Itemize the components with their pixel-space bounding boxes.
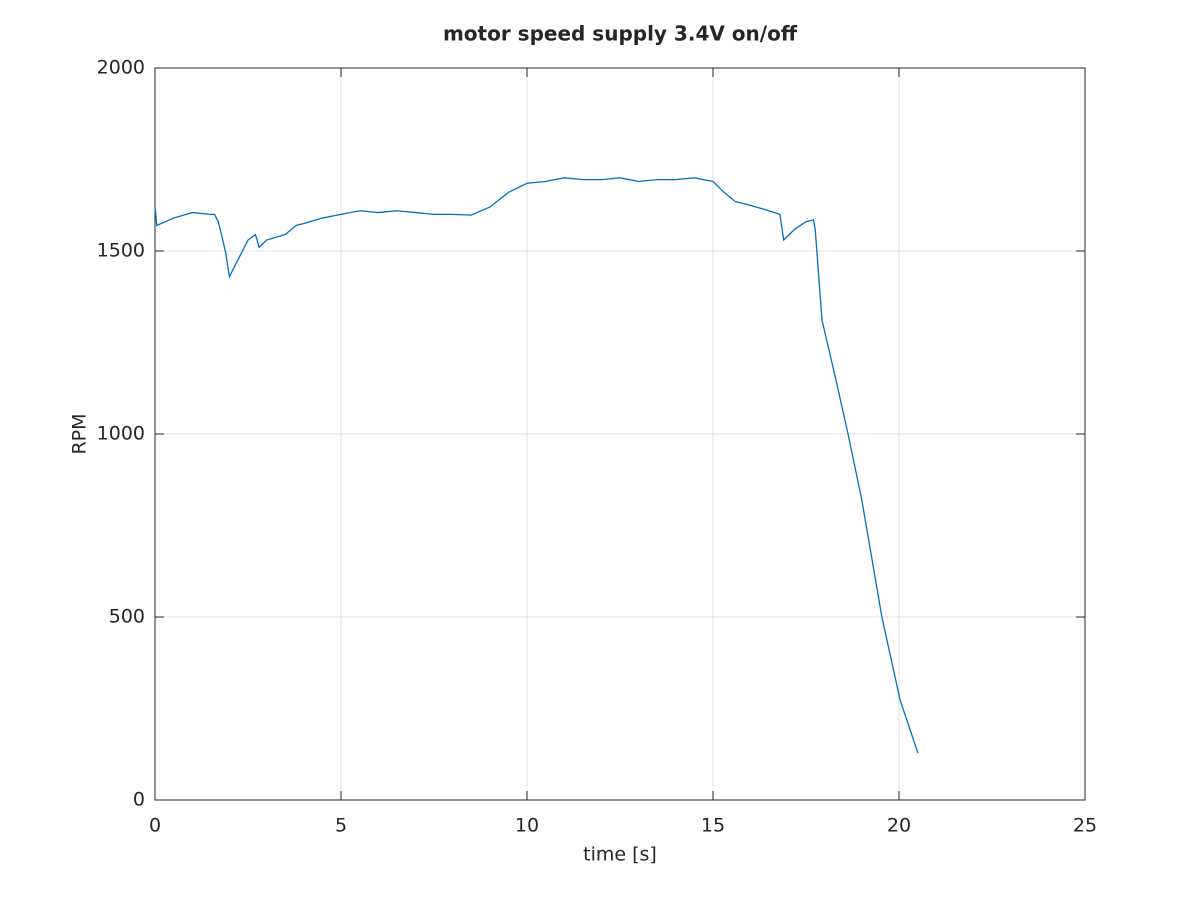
y-tick-label: 2000: [97, 57, 145, 79]
x-axis-label: time [s]: [583, 844, 657, 866]
data-line: [154, 177, 919, 754]
plot-frame: [154, 67, 1086, 801]
y-tick-label: 1000: [97, 423, 145, 445]
x-tick-label: 10: [515, 815, 539, 837]
x-tick-label: 15: [701, 815, 725, 837]
y-tick-label: 0: [133, 789, 145, 811]
x-tick-label: 20: [887, 815, 911, 837]
x-tick-label: 25: [1073, 815, 1097, 837]
chart-title: motor speed supply 3.4V on/off: [443, 22, 798, 46]
x-tick-label: 5: [335, 815, 347, 837]
y-tick-label: 500: [109, 606, 145, 628]
y-tick-label: 1500: [97, 240, 145, 262]
y-axis-label: RPM: [69, 413, 91, 454]
x-tick-label: 0: [149, 815, 161, 837]
